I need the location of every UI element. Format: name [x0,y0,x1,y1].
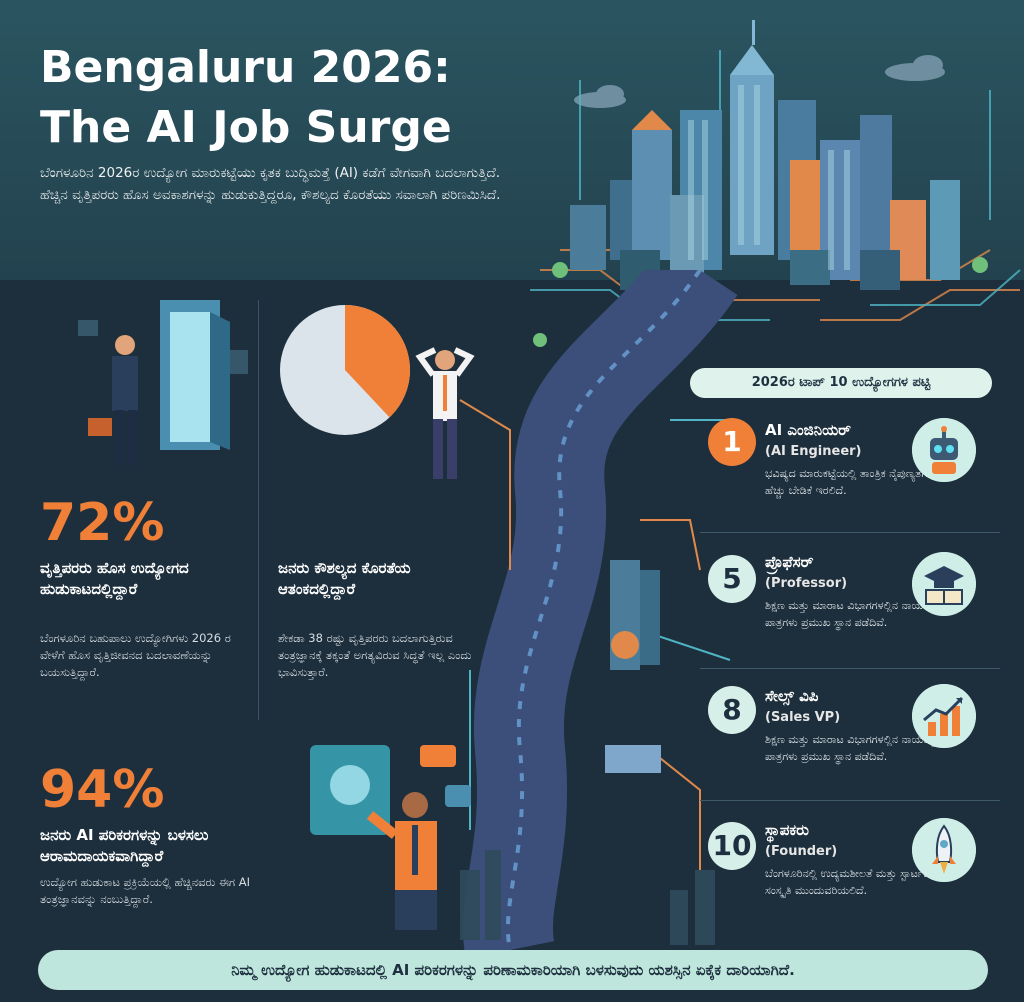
building-group [570,20,960,290]
job-en-ai-engineer: (AI Engineer) [765,444,862,459]
job-rank-8: 8 [708,686,756,734]
job-row-separator [700,532,1000,533]
job-desc-sales-vp: ಶಿಕ್ಷಣ ಮತ್ತು ಮಾರಾಟ ವಿಭಾಗಗಳಲ್ಲಿನ ನಾಯಕತ್ವದ… [765,733,944,763]
title-line-1: Bengaluru 2026: [40,42,451,93]
stat-72-heading: ವೃತ್ತಿಪರರು ಹೊಸ ಉದ್ಯೋಗದ ಹುಡುಕಾಟದಲ್ಲಿದ್ದಾರ… [40,559,189,598]
city-skyline-illustration [530,20,1021,347]
job-rank-5: 5 [708,555,756,603]
job-en-professor: (Professor) [765,576,848,591]
stat-72-value: 72% [40,493,165,553]
job-title-founder: ಸ್ಥಾಪಕರು [765,821,809,839]
job-title-ai-engineer: AI ಎಂಜಿನಿಯರ್ [765,421,851,439]
laptop-icon [605,745,661,773]
graduation-icon [912,552,976,616]
stat-72-body: ಬೆಂಗಳೂರಿನ ಬಹುಪಾಲು ಉದ್ಯೋಗಿಗಳು 2026 ರ ವೇಳೆ… [40,631,231,679]
job-rank-10: 10 [708,822,756,870]
briefcase-icon [88,418,112,436]
rocket-icon [912,818,976,882]
stat-skill-gap-heading: ಜನರು ಕೌಶಲ್ಯದ ಕೊರತೆಯ ಆತಂಕದಲ್ಲಿದ್ದಾರೆ [278,559,411,598]
job-en-founder: (Founder) [765,844,838,859]
job-desc-founder: ಬೆಂಗಳೂರಿನಲ್ಲಿ ಉದ್ಯಮಶೀಲತೆ ಮತ್ತು ಸ್ಟಾರ್ಟಪ್… [765,867,935,897]
footer-banner: ನಿಮ್ಮ ಉದ್ಯೋಗ ಹುಡುಕಾಟದಲ್ಲಿ AI ಪರಿಕರಗಳನ್ನು… [38,950,988,990]
ai-brain-icon [330,765,370,805]
job-title-professor: ಪ್ರೊಫೆಸರ್ [765,553,814,571]
title-line-2: The AI Job Surge [40,102,452,153]
worried-person-icon [415,347,475,479]
cloud-icon [574,55,945,108]
pie-illustration [280,305,475,479]
tree-icon [533,257,988,347]
job-row-separator [700,668,1000,669]
pie-slice-skill-gap [345,305,410,418]
doorway-illustration [78,300,248,465]
intro-text: ಬೆಂಗಳೂರಿನ 2026ರ ಉದ್ಯೋಗ ಮಾರುಕಟ್ಟೆಯು ಕೃತಕ … [40,165,501,203]
column-divider [258,300,259,720]
job-rank-1: 1 [708,418,756,466]
person-icon [112,335,138,465]
stat-94-body: ಉದ್ಯೋಗ ಹುಡುಕಾಟ ಪ್ರಕ್ರಿಯೆಯಲ್ಲಿ ಹೆಚ್ಚಿನವರು… [40,875,251,906]
road-illustration [459,270,738,950]
robot-icon [912,418,976,482]
stat-94-value: 94% [40,760,165,820]
stat-94-heading: ಜನರು AI ಪರಿಕರಗಳನ್ನು ಬಳಸಲು ಆರಾಮದಾಯಕವಾಗಿದ್… [40,826,209,865]
chat-bubble-icon [420,745,456,767]
presenter-person-icon [366,792,437,930]
location-pin-icon [611,631,639,659]
job-title-sales-vp: ಸೇಲ್ಸ್ ವಿಪಿ [765,687,819,705]
job-desc-ai-engineer: ಭವಿಷ್ಯದ ಮಾರುಕಟ್ಟೆಯಲ್ಲಿ ತಾಂತ್ರಿಕ ನೈಪುಣ್ಯತ… [765,467,945,497]
stat-skill-gap-body: ಶೇಕಡಾ 38 ರಷ್ಟು ವೃತ್ತಿಪರರು ಬದಲಾಗುತ್ತಿರುವ … [278,631,472,679]
ai-screen-illustration [310,745,471,930]
job-desc-professor: ಶಿಕ್ಷಣ ಮತ್ತು ಮಾರಾಟ ವಿಭಾಗಗಳಲ್ಲಿನ ನಾಯಕತ್ವದ… [765,599,944,629]
job-en-sales-vp: (Sales VP) [765,710,841,725]
job-row-separator [700,800,1000,801]
page-title: Bengaluru 2026: The AI Job Surge [40,38,540,158]
growth-chart-icon [912,684,976,748]
top-jobs-list-title: 2026ರ ಟಾಪ್ 10 ಉದ್ಯೋಗಗಳ ಪಟ್ಟಿ [690,368,992,398]
